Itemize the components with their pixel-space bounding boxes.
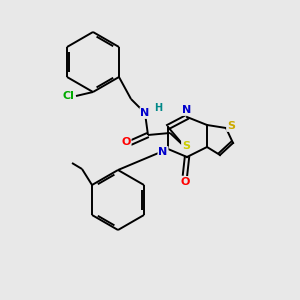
Text: S: S xyxy=(182,141,190,151)
Text: H: H xyxy=(154,103,162,113)
Text: Cl: Cl xyxy=(62,91,74,101)
Text: N: N xyxy=(182,105,192,115)
Text: S: S xyxy=(227,121,235,131)
Text: O: O xyxy=(180,177,190,187)
Text: N: N xyxy=(158,147,168,157)
Text: O: O xyxy=(121,137,131,147)
Text: N: N xyxy=(140,108,150,118)
